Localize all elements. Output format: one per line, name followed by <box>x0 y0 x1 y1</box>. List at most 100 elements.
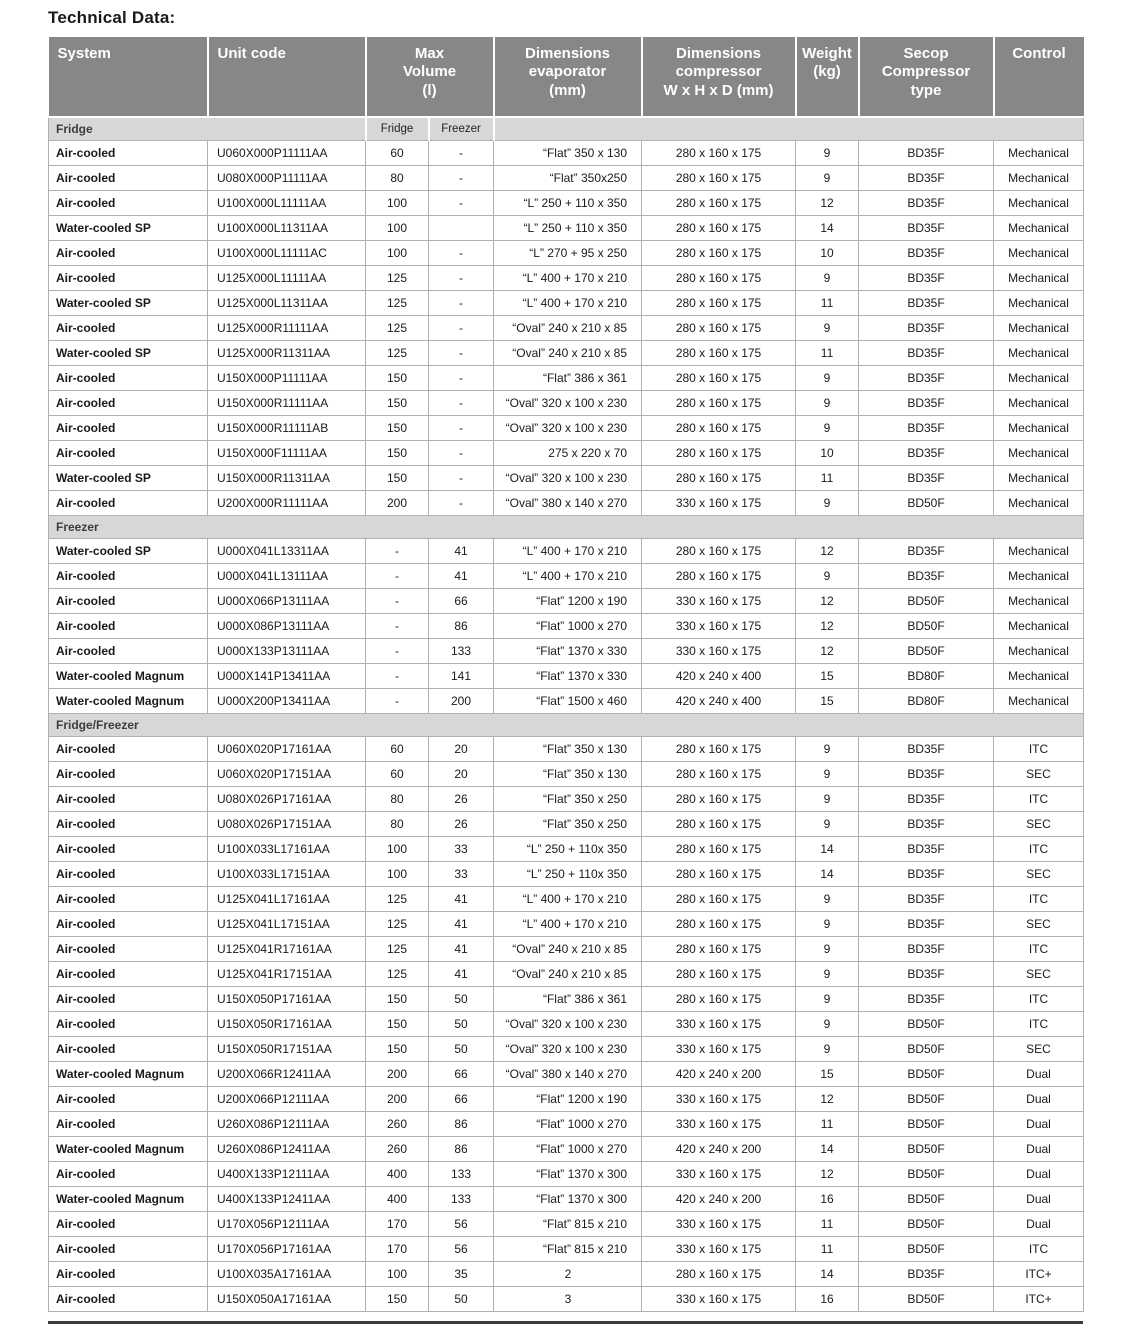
cell-weight: 9 <box>795 785 860 812</box>
cell-dimensions-compressor: 280 x 160 x 175 <box>641 835 797 862</box>
cell-max-volume-freezer: - <box>427 364 495 391</box>
cell-control: SEC <box>993 1035 1085 1062</box>
cell-max-volume-fridge: 100 <box>365 1260 429 1287</box>
cell-dimensions-compressor: 280 x 160 x 175 <box>641 314 797 341</box>
cell-unit-code: U150X000R11111AB <box>207 414 366 441</box>
cell-unit-code: U000X041L13111AA <box>207 562 366 589</box>
cell-weight: 12 <box>795 537 860 564</box>
cell-dimensions-evaporator: “Flat” 1370 x 300 <box>493 1185 643 1212</box>
cell-weight: 14 <box>795 1135 860 1162</box>
table-row: Air-cooled U060X020P17151AA 60 20 “Flat” 350… <box>48 760 1085 787</box>
cell-compressor-type: BD35F <box>858 735 995 762</box>
cell-dimensions-compressor: 420 x 240 x 400 <box>641 687 797 714</box>
cell-compressor-type: BD35F <box>858 910 995 937</box>
cell-max-volume-fridge: 125 <box>365 289 429 316</box>
cell-unit-code: U125X041R17161AA <box>207 935 366 962</box>
cell-dimensions-evaporator: “Oval” 320 x 100 x 230 <box>493 464 643 491</box>
cell-control: ITC+ <box>993 1285 1085 1312</box>
cell-dimensions-compressor: 280 x 160 x 175 <box>641 464 797 491</box>
cell-dimensions-compressor: 280 x 160 x 175 <box>641 339 797 366</box>
cell-max-volume-freezer: - <box>427 264 495 291</box>
cell-max-volume-fridge: 100 <box>365 214 429 241</box>
header-row: System Unit code Max Volume (l) Dimensio… <box>48 37 1084 118</box>
cell-max-volume-freezer: 20 <box>427 735 495 762</box>
cell-unit-code: U125X000L11111AA <box>207 264 366 291</box>
table-row: Air-cooled U100X000L11111AC 100- “L” 270 + … <box>48 239 1085 266</box>
cell-dimensions-evaporator: “Oval” 240 x 210 x 85 <box>493 960 643 987</box>
cell-control: Dual <box>993 1060 1085 1087</box>
cell-control: Mechanical <box>993 687 1085 714</box>
cell-max-volume-fridge: 100 <box>365 835 429 862</box>
cell-unit-code: U080X000P11111AA <box>207 164 366 191</box>
cell-dimensions-evaporator: “Flat” 350x250 <box>493 164 643 191</box>
cell-compressor-type: BD35F <box>858 1260 995 1287</box>
cell-weight: 9 <box>795 364 860 391</box>
cell-max-volume-freezer: - <box>427 189 495 216</box>
cell-max-volume-fridge: 60 <box>365 735 429 762</box>
cell-compressor-type: BD35F <box>858 389 995 416</box>
cell-max-volume-fridge: 125 <box>365 339 429 366</box>
cell-compressor-type: BD35F <box>858 364 995 391</box>
cell-unit-code: U150X000F11111AA <box>207 439 366 466</box>
cell-max-volume-fridge: 125 <box>365 314 429 341</box>
cell-max-volume-freezer: 141 <box>427 662 495 689</box>
cell-control: Mechanical <box>993 464 1085 491</box>
cell-control: Mechanical <box>993 239 1085 266</box>
cell-unit-code: U260X086P12111AA <box>207 1110 366 1137</box>
cell-unit-code: U150X000R11111AA <box>207 389 366 416</box>
cell-weight: 11 <box>795 289 860 316</box>
cell-max-volume-freezer: - <box>427 439 495 466</box>
cell-max-volume-freezer: 41 <box>427 562 495 589</box>
cell-compressor-type: BD50F <box>858 1110 995 1137</box>
cell-dimensions-compressor: 280 x 160 x 175 <box>641 1260 797 1287</box>
cell-dimensions-evaporator: “Flat” 1370 x 330 <box>493 637 643 664</box>
cell-unit-code: U260X086P12411AA <box>207 1135 366 1162</box>
cell-max-volume-freezer: 41 <box>427 885 495 912</box>
cell-system: Air-cooled <box>48 810 208 837</box>
technical-data-table: System Unit code Max Volume (l) Dimensio… <box>47 37 1085 1312</box>
cell-compressor-type: BD50F <box>858 1010 995 1037</box>
cell-unit-code: U100X000L11111AC <box>207 239 366 266</box>
cell-system: Water-cooled SP <box>48 339 208 366</box>
cell-dimensions-evaporator: “Flat” 815 x 210 <box>493 1235 643 1262</box>
cell-max-volume-freezer: - <box>427 414 495 441</box>
cell-compressor-type: BD35F <box>858 562 995 589</box>
cell-compressor-type: BD50F <box>858 1035 995 1062</box>
technical-data-page: Technical Data: System Unit code Max Vol… <box>47 8 1085 1324</box>
cell-compressor-type: BD50F <box>858 637 995 664</box>
cell-dimensions-compressor: 330 x 160 x 175 <box>641 1210 797 1237</box>
cell-max-volume-freezer: 26 <box>427 810 495 837</box>
cell-system: Air-cooled <box>48 389 208 416</box>
table-row: Water-cooled SP U000X041L13311AA -41 “L” 40… <box>48 537 1085 564</box>
cell-system: Air-cooled <box>48 612 208 639</box>
cell-control: Dual <box>993 1085 1085 1112</box>
table-row: Air-cooled U100X033L17161AA 100 33 “L” 250 +… <box>48 835 1085 862</box>
table-row: Air-cooled U125X041R17161AA 125 41 “Oval” 24… <box>48 935 1085 962</box>
cell-dimensions-evaporator: “Oval” 320 x 100 x 230 <box>493 389 643 416</box>
subheader-freezer-volume: Freezer <box>427 116 495 141</box>
cell-unit-code: U170X056P12111AA <box>207 1210 366 1237</box>
cell-dimensions-evaporator: “L” 400 + 170 x 210 <box>493 885 643 912</box>
cell-max-volume-fridge: 100 <box>365 860 429 887</box>
cell-compressor-type: BD35F <box>858 239 995 266</box>
cell-unit-code: U100X033L17161AA <box>207 835 366 862</box>
cell-compressor-type: BD50F <box>858 1060 995 1087</box>
cell-control: Mechanical <box>993 289 1085 316</box>
cell-unit-code: U150X000R11311AA <box>207 464 366 491</box>
cell-dimensions-compressor: 280 x 160 x 175 <box>641 985 797 1012</box>
cell-dimensions-evaporator: “L” 400 + 170 x 210 <box>493 264 643 291</box>
cell-max-volume-freezer: 26 <box>427 785 495 812</box>
cell-dimensions-evaporator: “L” 400 + 170 x 210 <box>493 537 643 564</box>
cell-control: ITC <box>993 885 1085 912</box>
cell-dimensions-compressor: 420 x 240 x 200 <box>641 1135 797 1162</box>
cell-control: Dual <box>993 1210 1085 1237</box>
cell-weight: 14 <box>795 1260 860 1287</box>
cell-weight: 11 <box>795 464 860 491</box>
cell-max-volume-freezer: - <box>427 464 495 491</box>
cell-max-volume-fridge: 200 <box>365 489 429 516</box>
table-row: Air-cooled U060X020P17161AA 60 20 “Flat” 350… <box>48 735 1085 762</box>
cell-dimensions-evaporator: “Flat” 386 x 361 <box>493 364 643 391</box>
cell-max-volume-fridge: 150 <box>365 389 429 416</box>
cell-max-volume-fridge: - <box>365 637 429 664</box>
cell-dimensions-evaporator: “Flat” 1500 x 460 <box>493 687 643 714</box>
